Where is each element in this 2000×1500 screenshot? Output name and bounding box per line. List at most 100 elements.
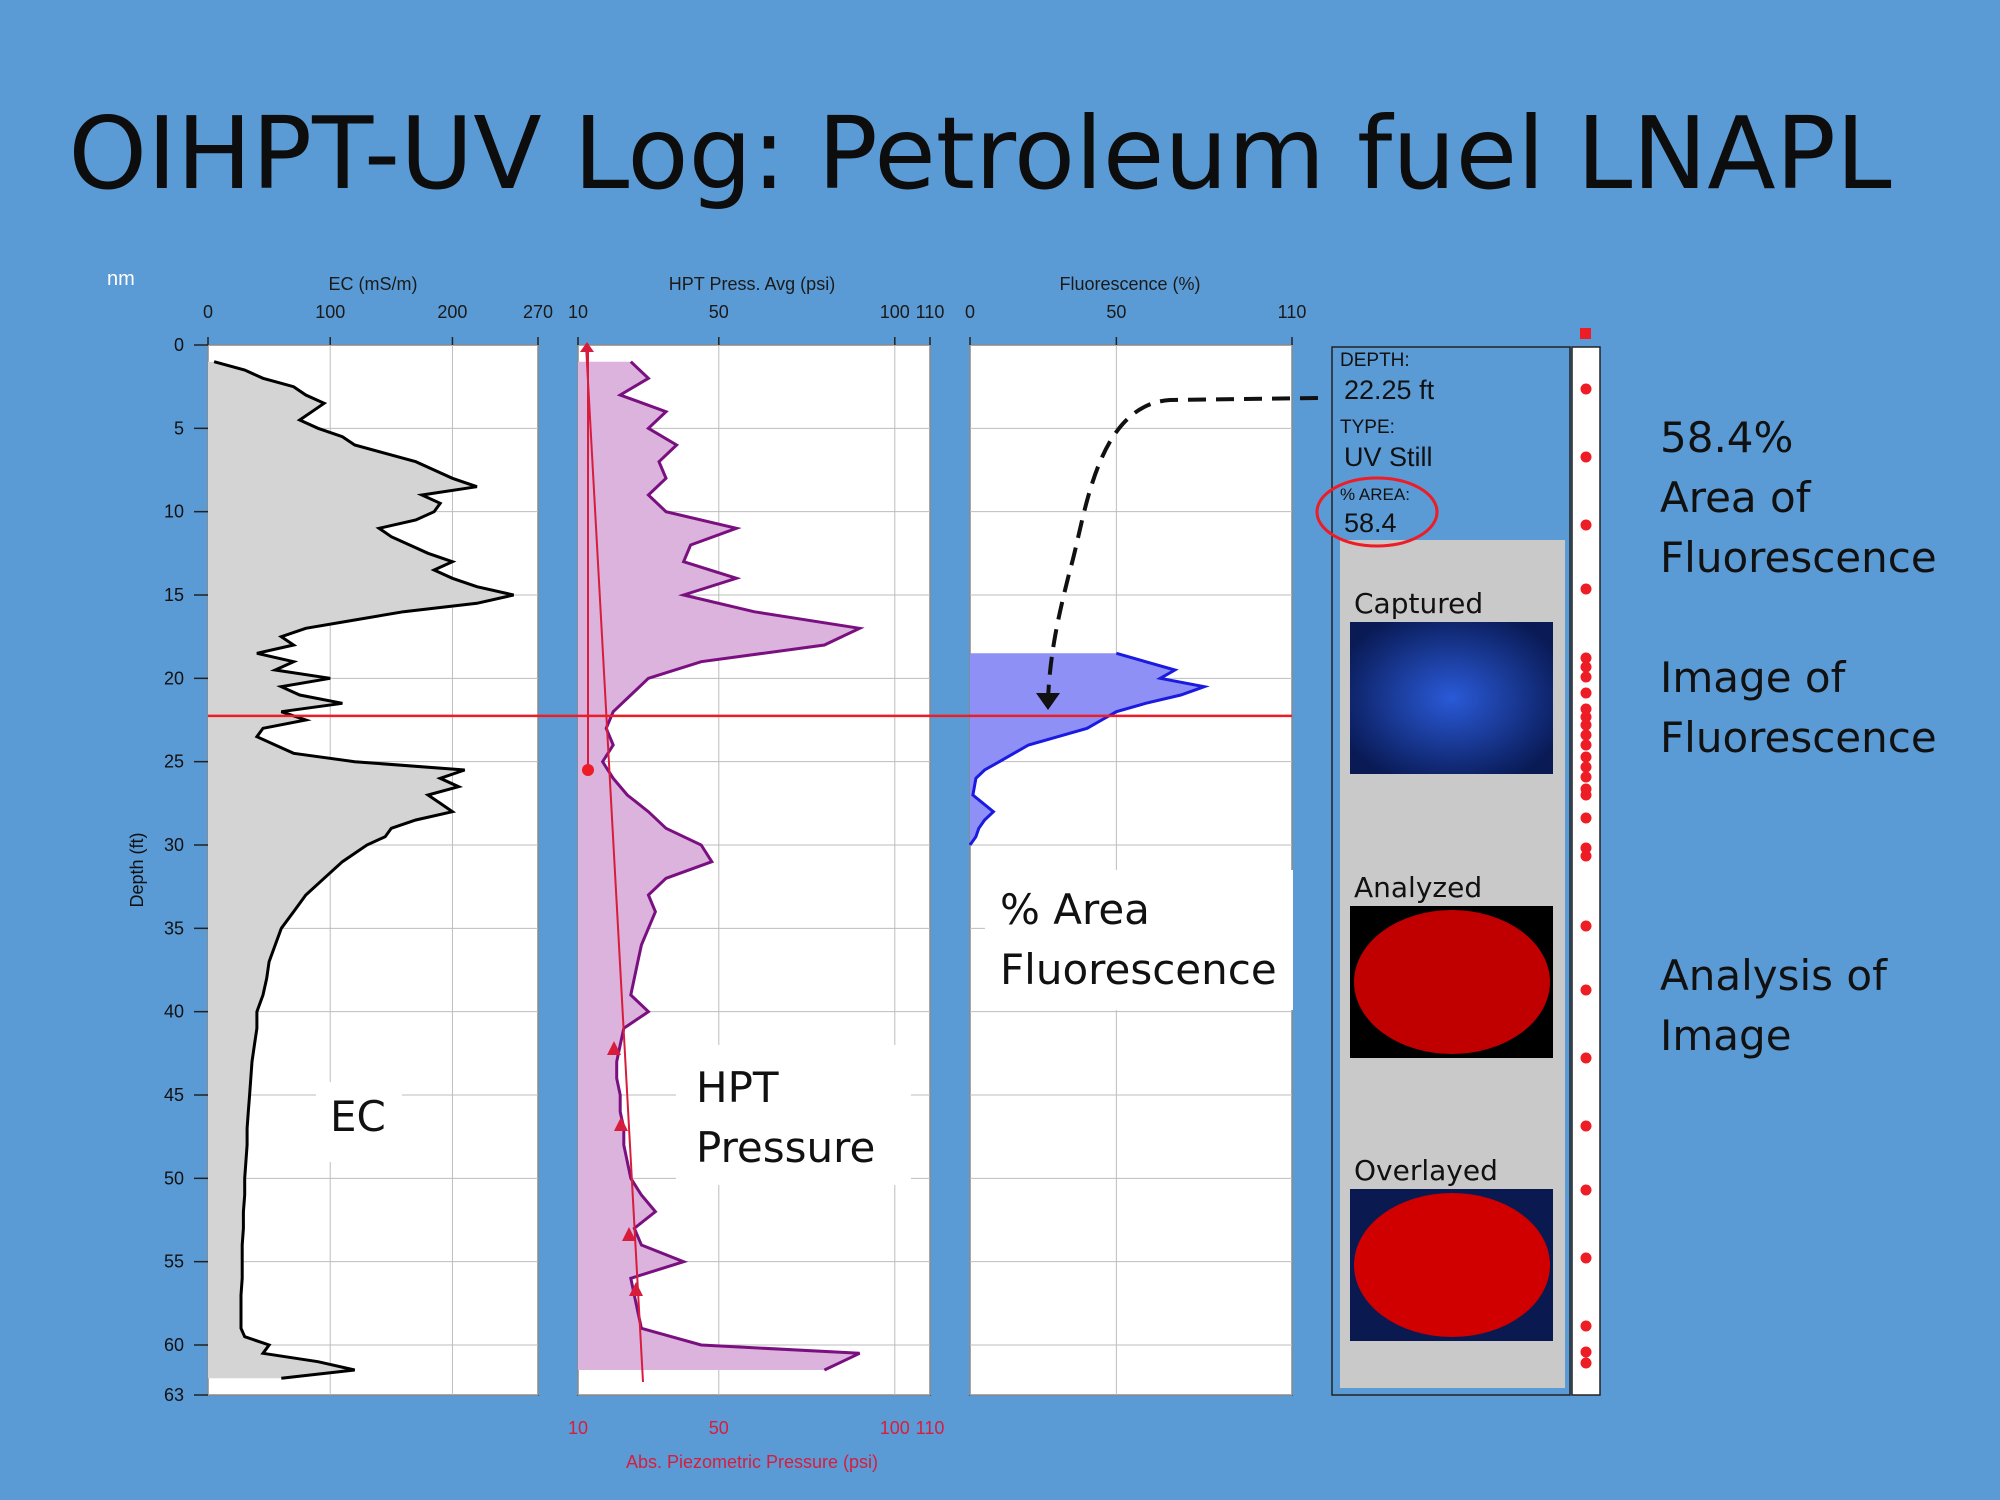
right-label-image: Image: [1660, 1011, 1792, 1060]
callout-arrowhead: [1036, 693, 1060, 710]
ec-overlay-label: EC: [330, 1092, 386, 1141]
right-label-analysis-of: Analysis of: [1660, 951, 1887, 1000]
sample-dot: [1580, 652, 1592, 664]
ec-line: [213, 360, 514, 1380]
hpt-overlay-box: [676, 1045, 911, 1185]
overlayed-label: Overlayed: [1354, 1154, 1498, 1187]
depth-axis-label: Depth (ft): [127, 832, 147, 907]
sample-dot: [1580, 671, 1592, 683]
right-label-area-of: Area of: [1660, 473, 1811, 522]
sample-dot: [1580, 719, 1592, 731]
piezo-tick-label: 100: [880, 1418, 910, 1438]
piezo-tick-label: 110: [916, 1418, 945, 1438]
depth-tick-label: 50: [164, 1168, 184, 1188]
depth-tick-label: 30: [164, 835, 184, 855]
sample-dot: [1580, 383, 1592, 395]
depth-tick-label: 0: [174, 335, 184, 355]
ec-tick-label: 0: [203, 302, 213, 322]
ec-overlay-box: [316, 1082, 402, 1162]
piezo-marker-1: [607, 1041, 621, 1055]
ec-tick-label: 270: [523, 302, 553, 322]
sample-dot: [1580, 789, 1592, 801]
right-label-fluorescence-2: Fluorescence: [1660, 713, 1937, 762]
sample-dot: [1580, 984, 1592, 996]
area-value: 58.4: [1344, 508, 1397, 538]
depth-label: DEPTH:: [1340, 350, 1410, 371]
depth-tick-label: 10: [164, 502, 184, 522]
fl-area: [970, 653, 1205, 845]
sample-dot: [1580, 711, 1592, 723]
hpt-line: [600, 360, 865, 1372]
piezo-tick-label: 10: [568, 1418, 588, 1438]
sample-dot: [1580, 920, 1592, 932]
sample-dot: [1580, 519, 1592, 531]
piezo-point-1: [582, 764, 594, 776]
area-label: % AREA:: [1340, 485, 1410, 504]
depth-tick-label: 40: [164, 1002, 184, 1022]
right-label-fluorescence: Fluorescence: [1660, 533, 1937, 582]
fl-overlay-line2: Fluorescence: [1000, 945, 1277, 994]
right-label-image-of: Image of: [1660, 653, 1846, 702]
depth-value: 22.25 ft: [1344, 375, 1435, 405]
dot-column-frame: [1571, 346, 1601, 1396]
dot-column-marker: [1580, 328, 1591, 339]
sample-dot: [1580, 761, 1592, 773]
fl-tick-label: 50: [1106, 302, 1126, 322]
piezo-marker-2: [614, 1117, 628, 1131]
ec-tick-label: 200: [437, 302, 467, 322]
hpt-overlay-line2: Pressure: [696, 1123, 876, 1172]
piezo-marker-4: [629, 1282, 643, 1296]
sample-dot: [1580, 812, 1592, 824]
depth-tick-label: 5: [174, 418, 184, 438]
depth-tick-label: 35: [164, 918, 184, 938]
sample-dot: [1580, 583, 1592, 595]
sample-dot: [1580, 1320, 1592, 1332]
depth-tick-label: 25: [164, 752, 184, 772]
type-value: UV Still: [1344, 442, 1433, 472]
hpt-axis-label: HPT Press. Avg (psi): [669, 274, 835, 294]
sample-dot: [1580, 1252, 1592, 1264]
captured-label: Captured: [1354, 587, 1483, 620]
depth-tick-label: 60: [164, 1335, 184, 1355]
captured-image-texture: [1350, 622, 1553, 774]
right-label-area-percent: 58.4%: [1660, 413, 1794, 462]
ec-axis-label: EC (mS/m): [329, 274, 418, 294]
sample-dot: [1580, 739, 1592, 751]
type-label: TYPE:: [1340, 417, 1395, 438]
sample-dot: [1580, 729, 1592, 741]
sample-dot: [1580, 1052, 1592, 1064]
sample-dot: [1580, 687, 1592, 699]
fl-overlay-label: % Area Fluorescence: [1000, 880, 1277, 1000]
depth-tick-label: 55: [164, 1252, 184, 1272]
ec-area: [208, 361, 514, 1379]
piezo-marker-top: [580, 342, 594, 352]
hpt-tick-label: 50: [709, 302, 729, 322]
right-label-group-3: Analysis of Image: [1660, 946, 1887, 1066]
hpt-tick-label: 10: [568, 302, 588, 322]
depth-tick-label: 45: [164, 1085, 184, 1105]
depth-tick-label: 15: [164, 585, 184, 605]
right-label-group-1: 58.4% Area of Fluorescence: [1660, 408, 1937, 588]
hpt-area: [578, 361, 860, 1370]
corner-mark: nm: [107, 268, 135, 290]
fl-tick-label: 110: [1278, 302, 1307, 322]
sample-dot: [1580, 451, 1592, 463]
analyzed-label: Analyzed: [1354, 871, 1482, 904]
piezo-marker-3: [622, 1227, 636, 1241]
area-highlight-circle: [1315, 476, 1439, 548]
piezometric-line: [585, 344, 644, 1383]
fl-panel: Fluorescence (%) 0 50 110: [965, 274, 1307, 1396]
depth-tick-label: 63: [164, 1385, 184, 1405]
sample-dot: [1580, 1184, 1592, 1196]
sample-dot: [1580, 850, 1592, 862]
hpt-tick-label: 100: [880, 302, 910, 322]
sample-dot: [1580, 1120, 1592, 1132]
fl-overlay-box: [985, 870, 1293, 1010]
hpt-panel: HPT Press. Avg (psi) Abs. Piezometric Pr…: [568, 274, 944, 1472]
fl-axis-label: Fluorescence (%): [1059, 274, 1200, 294]
sample-dot: [1580, 771, 1592, 783]
hpt-overlay-line1: HPT: [696, 1063, 779, 1112]
right-label-group-2: Image of Fluorescence: [1660, 648, 1937, 768]
overlayed-blob: [1354, 1193, 1550, 1337]
image-info-panel: DEPTH: 22.25 ft TYPE: UV Still % AREA: 5…: [1315, 346, 1571, 1396]
